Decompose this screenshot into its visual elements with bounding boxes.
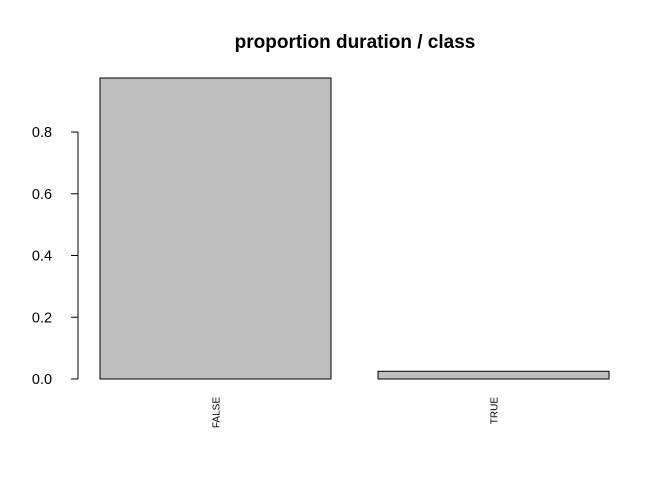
x-tick-label-false: FALSE xyxy=(212,397,223,428)
bar-true xyxy=(377,370,610,380)
bars xyxy=(99,77,610,380)
y-tick-label: 0.4 xyxy=(32,249,52,265)
x-tick-label-true: TRUE xyxy=(490,397,501,425)
x-axis-labels: FALSE TRUE xyxy=(212,397,501,428)
y-axis: 0.0 0.2 0.4 0.6 0.8 xyxy=(32,125,79,388)
chart-title: proportion duration / class xyxy=(235,32,476,53)
y-tick-label: 0.0 xyxy=(32,372,52,388)
y-tick-label: 0.6 xyxy=(32,187,52,203)
y-tick-label: 0.8 xyxy=(32,125,52,141)
bar-false xyxy=(99,77,332,380)
y-tick-label: 0.2 xyxy=(32,310,52,326)
